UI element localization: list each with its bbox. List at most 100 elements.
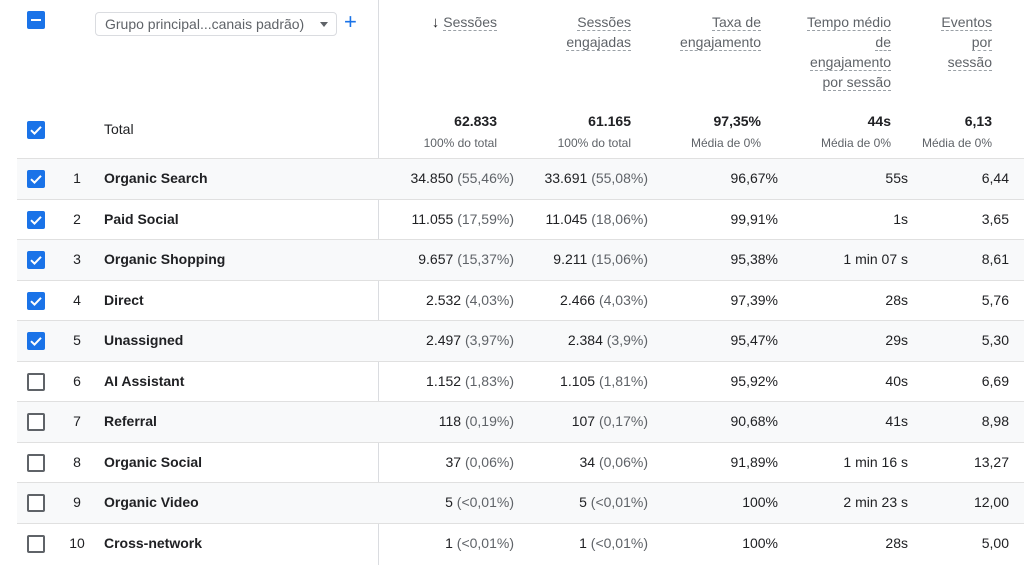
sessions-percent: (0,19%): [464, 413, 514, 429]
channel-name[interactable]: Unassigned: [104, 332, 184, 348]
total-engagement-rate-sub: Média de 0%: [690, 136, 761, 150]
header-engagement-rate[interactable]: Taxa de engajamento: [680, 12, 761, 52]
table-row[interactable]: 9 Organic Video 5 (<0,01%) 5 (<0,01%) 100% 2 …: [17, 482, 1024, 523]
sessions-cell: 2.532 (4,03%): [426, 292, 514, 308]
events-per-session-cell: 13,27: [973, 453, 1009, 470]
sessions-value: 37: [445, 453, 462, 470]
header-avg-engagement-time-line: engajamento: [810, 54, 891, 71]
engaged-sessions-cell: 9.211 (15,06%): [553, 251, 648, 267]
dimension-select-label: Grupo principal...canais padrão): [105, 16, 305, 32]
row-checkbox[interactable]: [27, 251, 45, 269]
avg-engagement-time-cell: 2 min 23 s: [843, 494, 908, 510]
engaged-sessions-value: 2.466: [560, 291, 596, 308]
row-checkbox[interactable]: [27, 170, 45, 188]
row-checkbox[interactable]: [27, 534, 45, 553]
table-row[interactable]: 7 Referral 118 (0,19%) 107 (0,17%) 90,68% 41s…: [17, 401, 1024, 442]
channel-name[interactable]: AI Assistant: [104, 372, 185, 389]
channel-name[interactable]: Paid Social: [104, 210, 179, 227]
row-checkbox[interactable]: [27, 494, 45, 512]
row-checkbox[interactable]: [27, 291, 45, 310]
channel-name[interactable]: Direct: [104, 291, 144, 308]
table-row[interactable]: 8 Organic Social 37 (0,06%) 34 (0,06%) 91,89…: [17, 441, 1024, 483]
sessions-value: 1.152: [426, 372, 462, 389]
header-avg-engagement-time-line: de: [875, 34, 891, 51]
row-index: 8: [73, 453, 81, 470]
header-avg-engagement-time-line: por sessão: [822, 74, 891, 91]
table-row[interactable]: 6 AI Assistant 1.152 (1,83%) 1.105 (1,81%) 9…: [17, 360, 1024, 402]
dimension-select[interactable]: Grupo principal...canais padrão): [95, 12, 337, 36]
sessions-percent: (15,37%): [457, 251, 514, 267]
events-per-session-cell: 6,69: [981, 372, 1009, 389]
engaged-sessions-percent: (0,06%): [598, 453, 648, 470]
engagement-rate-cell: 91,89%: [730, 453, 778, 470]
sessions-percent: (<0,01%): [456, 534, 514, 551]
channel-name[interactable]: Organic Social: [104, 453, 203, 470]
engaged-sessions-value: 1: [579, 534, 587, 551]
channel-name[interactable]: Organic Video: [104, 494, 199, 510]
sessions-percent: (17,59%): [457, 210, 514, 227]
engagement-rate-cell: 100%: [742, 534, 778, 551]
events-per-session-cell: 8,98: [981, 413, 1009, 429]
sessions-percent: (0,06%): [464, 453, 514, 470]
avg-engagement-time-cell: 41s: [885, 413, 908, 429]
table-row[interactable]: 1 Organic Search 34.850 (55,46%) 33.691 (55…: [17, 158, 1024, 199]
header-avg-engagement-time[interactable]: Tempo médio de engajamento por sessão: [806, 12, 891, 92]
row-index: 4: [73, 291, 81, 308]
channel-name[interactable]: Cross-network: [104, 534, 203, 551]
sessions-value: 11.055: [411, 210, 454, 227]
sessions-cell: 2.497 (3,97%): [426, 332, 514, 348]
total-events-per-session: 6,13: [964, 113, 992, 129]
sessions-percent: (1,83%): [464, 372, 514, 389]
select-all-checkbox[interactable]: [27, 11, 45, 29]
engagement-rate-cell: 95,92%: [730, 372, 778, 389]
engagement-rate-cell: 100%: [742, 494, 778, 510]
channel-name[interactable]: Organic Shopping: [104, 251, 226, 267]
total-checkbox[interactable]: [27, 121, 45, 139]
channel-name[interactable]: Referral: [104, 413, 157, 429]
row-index: 6: [73, 372, 81, 389]
header-events-per-session[interactable]: Eventos por sessão: [941, 12, 992, 72]
table-row[interactable]: 5 Unassigned 2.497 (3,97%) 2.384 (3,9%) 95,4…: [17, 320, 1024, 361]
avg-engagement-time-cell: 28s: [885, 534, 908, 551]
add-dimension-icon[interactable]: +: [344, 9, 357, 34]
engaged-sessions-percent: (<0,01%): [590, 534, 648, 551]
row-checkbox[interactable]: [27, 210, 45, 229]
events-per-session-cell: 8,61: [981, 251, 1009, 267]
row-index: 1: [73, 170, 81, 186]
engaged-sessions-cell: 2.384 (3,9%): [568, 332, 648, 348]
engaged-sessions-value: 33.691: [544, 170, 588, 186]
engaged-sessions-cell: 107 (0,17%): [572, 413, 648, 429]
row-checkbox[interactable]: [27, 332, 45, 350]
sessions-value: 5: [445, 494, 453, 510]
table-row[interactable]: 2 Paid Social 11.055 (17,59%) 11.045 (18,06…: [17, 198, 1024, 240]
header-engaged-sessions[interactable]: Sessões engajadas: [566, 12, 631, 52]
total-label: Total: [104, 121, 134, 137]
avg-engagement-time-cell: 1s: [893, 210, 908, 227]
engaged-sessions-value: 34: [579, 453, 596, 470]
engagement-rate-cell: 96,67%: [730, 170, 778, 186]
events-per-session-cell: 12,00: [973, 494, 1009, 510]
row-checkbox[interactable]: [27, 372, 45, 391]
engaged-sessions-value: 107: [571, 413, 596, 429]
header-sessions-label: Sessões: [443, 14, 497, 31]
row-checkbox[interactable]: [27, 413, 45, 431]
table-row[interactable]: 10 Cross-network 1 (<0,01%) 1 (<0,01%) 100% 2…: [17, 522, 1024, 564]
table-row[interactable]: 3 Organic Shopping 9.657 (15,37%) 9.211 (15…: [17, 239, 1024, 280]
sessions-percent: (4,03%): [464, 291, 514, 308]
chevron-down-icon: [320, 22, 328, 27]
sessions-percent: (3,97%): [464, 332, 514, 348]
table-row[interactable]: 4 Direct 2.532 (4,03%) 2.466 (4,03%) 97,39% 2…: [17, 279, 1024, 321]
sessions-value: 2.497: [426, 332, 462, 348]
avg-engagement-time-cell: 1 min 16 s: [843, 453, 908, 470]
header-sessions[interactable]: ↓ Sessões: [432, 12, 497, 33]
avg-engagement-time-cell: 29s: [885, 332, 908, 348]
row-index: 3: [73, 251, 81, 267]
channel-name[interactable]: Organic Search: [104, 170, 208, 186]
row-checkbox[interactable]: [27, 453, 45, 472]
sessions-cell: 118 (0,19%): [439, 413, 514, 429]
arrow-down-icon: ↓: [431, 14, 440, 31]
engagement-rate-cell: 97,39%: [730, 291, 778, 308]
engaged-sessions-percent: (4,03%): [598, 291, 648, 308]
header-events-per-session-line: sessão: [947, 54, 992, 71]
